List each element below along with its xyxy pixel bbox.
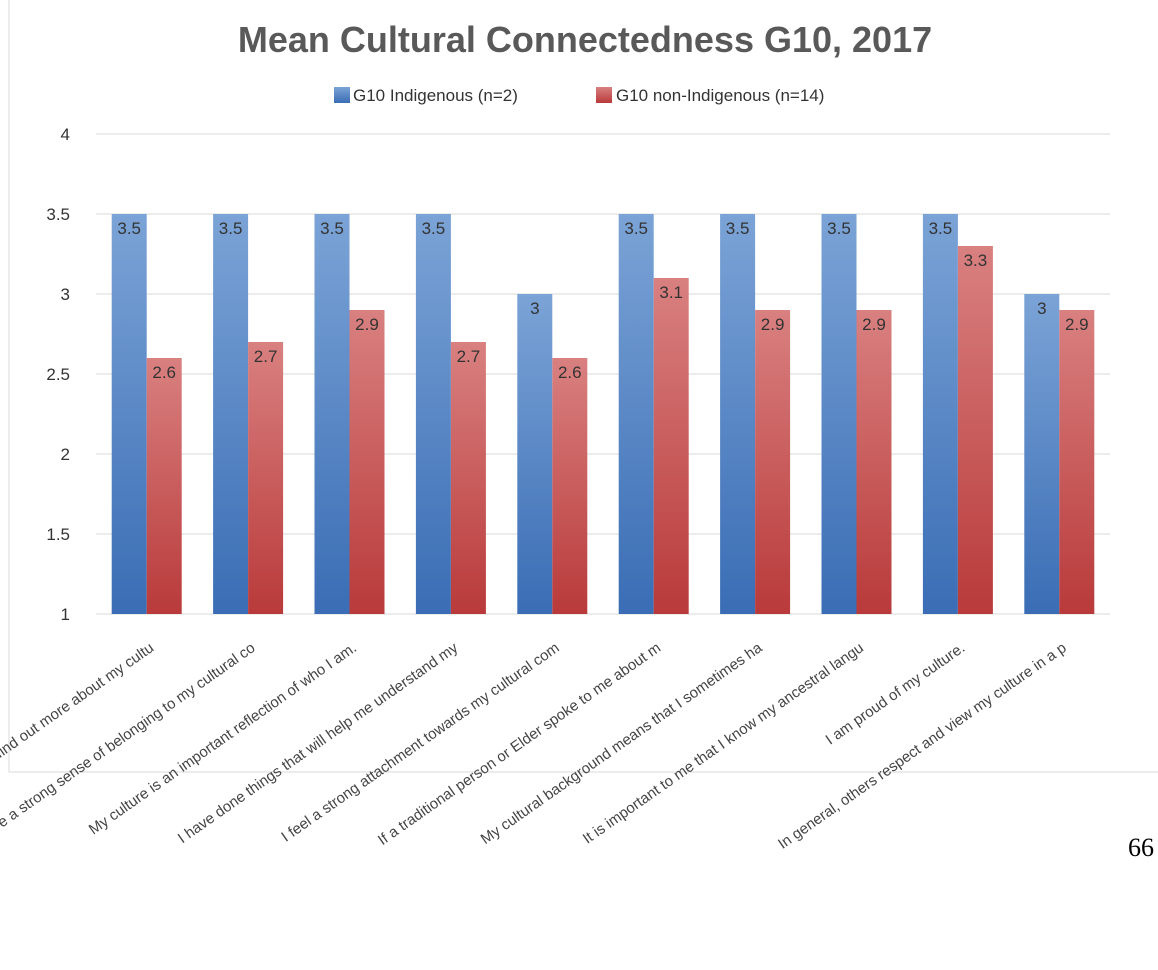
x-axis-categories: I find out more about my cultuI have a s… bbox=[0, 639, 1070, 853]
bar-non-indigenous bbox=[349, 310, 385, 614]
data-label: 3.5 bbox=[827, 219, 851, 238]
legend-label-indigenous: G10 Indigenous (n=2) bbox=[353, 86, 518, 105]
legend-label-non-indigenous: G10 non-Indigenous (n=14) bbox=[616, 86, 824, 105]
bars bbox=[111, 214, 1095, 614]
data-label: 3.5 bbox=[624, 219, 648, 238]
y-tick-label: 2.5 bbox=[46, 365, 70, 384]
data-label: 3.5 bbox=[929, 219, 953, 238]
bar-indigenous bbox=[415, 214, 451, 614]
y-tick-label: 2 bbox=[61, 445, 70, 464]
data-label: 3.3 bbox=[964, 251, 988, 270]
y-tick-label: 3.5 bbox=[46, 205, 70, 224]
bar-indigenous bbox=[517, 294, 553, 614]
bar-indigenous bbox=[314, 214, 350, 614]
bar-indigenous bbox=[922, 214, 958, 614]
chart-title: Mean Cultural Connectedness G10, 2017 bbox=[238, 19, 932, 60]
data-label: 3.5 bbox=[219, 219, 243, 238]
legend: G10 Indigenous (n=2) G10 non-Indigenous … bbox=[334, 86, 824, 105]
bar-indigenous bbox=[213, 214, 249, 614]
bar-indigenous bbox=[720, 214, 756, 614]
bar-non-indigenous bbox=[957, 246, 993, 614]
data-label: 2.6 bbox=[558, 363, 582, 382]
data-label: 3.5 bbox=[320, 219, 344, 238]
data-label: 3 bbox=[530, 299, 539, 318]
page-number: 66 bbox=[1128, 833, 1154, 862]
y-tick-label: 1.5 bbox=[46, 525, 70, 544]
data-label: 2.9 bbox=[1065, 315, 1089, 334]
data-label: 2.9 bbox=[355, 315, 379, 334]
data-label: 2.7 bbox=[254, 347, 278, 366]
data-label: 3.1 bbox=[659, 283, 683, 302]
bar-non-indigenous bbox=[146, 358, 182, 614]
y-tick-label: 3 bbox=[61, 285, 70, 304]
bar-non-indigenous bbox=[248, 342, 284, 614]
data-label: 2.6 bbox=[152, 363, 176, 382]
category-label: I find out more about my cultu bbox=[0, 639, 157, 766]
data-label: 3.5 bbox=[117, 219, 141, 238]
y-tick-label: 1 bbox=[61, 605, 70, 624]
data-label: 3 bbox=[1037, 299, 1046, 318]
data-label: 2.9 bbox=[862, 315, 886, 334]
legend-swatch-indigenous bbox=[334, 87, 350, 103]
bar-indigenous bbox=[821, 214, 857, 614]
bar-non-indigenous bbox=[1059, 310, 1095, 614]
data-label: 2.7 bbox=[457, 347, 481, 366]
data-labels: 3.5 2.6 3.5 2.7 3.5 2.9 3.5 2.7 3 2.6 3.5 3.1 3.5 2.9… bbox=[117, 219, 1088, 382]
data-label: 3.5 bbox=[726, 219, 750, 238]
bar-indigenous bbox=[618, 214, 654, 614]
y-axis-ticks: 1 1.5 2 2.5 3 3.5 4 bbox=[46, 125, 70, 624]
bar-indigenous bbox=[111, 214, 147, 614]
bar-non-indigenous bbox=[653, 278, 689, 614]
y-tick-label: 4 bbox=[61, 125, 70, 144]
bar-non-indigenous bbox=[755, 310, 791, 614]
bar-indigenous bbox=[1024, 294, 1060, 614]
legend-swatch-non-indigenous bbox=[596, 87, 612, 103]
bar-non-indigenous bbox=[856, 310, 892, 614]
data-label: 3.5 bbox=[422, 219, 446, 238]
bar-non-indigenous bbox=[450, 342, 486, 614]
data-label: 2.9 bbox=[761, 315, 785, 334]
bar-non-indigenous bbox=[552, 358, 588, 614]
